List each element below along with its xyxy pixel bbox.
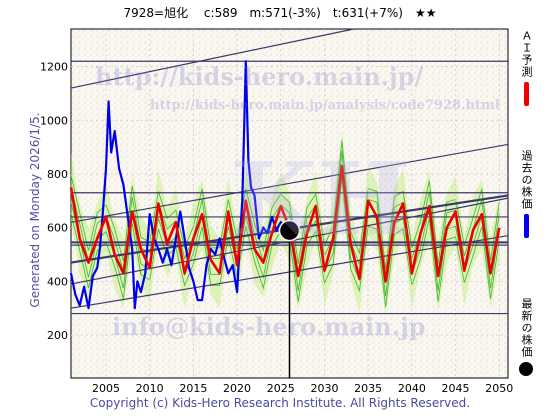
x-tick-label: 2035: [354, 382, 382, 395]
legend-label: ＡＩ予測: [520, 30, 533, 78]
generated-date: Generated on Monday 2026/1/5.: [28, 112, 42, 308]
x-tick-label: 2050: [485, 382, 513, 395]
legend-past-price: 過去の株価: [513, 150, 539, 238]
x-tick-label: 2020: [223, 382, 251, 395]
chart-title: 7928=旭化 c:589 m:571(-3%) t:631(+7%) ★★: [123, 6, 437, 20]
past-price-line: [69, 60, 287, 310]
y-tick-label: 1200: [40, 61, 68, 74]
y-tick-label: 400: [47, 275, 68, 288]
y-tick-label: 600: [47, 222, 68, 235]
watermark-logo: KH: [230, 140, 412, 258]
x-tick-label: 2005: [92, 382, 120, 395]
legend-swatch-red: [523, 82, 529, 106]
watermark-email: info@kids-hero.main.jp: [112, 312, 426, 341]
watermark-url: http://kids-hero.main.jp/: [95, 62, 424, 91]
legend-ai-forecast: ＡＩ予測: [513, 30, 539, 106]
forecast-band-line-4: [70, 140, 500, 270]
x-tick-label: 2015: [179, 382, 207, 395]
trend-line-1: [70, 28, 354, 89]
x-tick-label: 2030: [310, 382, 338, 395]
latest-price-dot: [278, 219, 301, 242]
series: [69, 60, 501, 310]
legend-label: 過去の株価: [520, 150, 533, 210]
y-tick-label: 1000: [40, 114, 68, 127]
latest-marker: [278, 219, 301, 378]
gridlines: [71, 29, 508, 378]
copyright: Copyright (c) Kids-Hero Research Institu…: [89, 396, 471, 410]
y-tick-label: 200: [47, 329, 68, 342]
legend-swatch-blue: [523, 214, 529, 238]
legend-dot-icon: [519, 362, 533, 376]
x-tick-label: 2025: [267, 382, 295, 395]
axis-ticks: 2005 2010 2015 2020 2025 2030 2035 2040 2045 2050…: [40, 61, 513, 395]
x-tick-label: 2040: [398, 382, 426, 395]
x-tick-label: 2010: [136, 382, 164, 395]
legend-latest-price: 最新の株価: [513, 298, 539, 376]
y-tick-label: 800: [47, 168, 68, 181]
ai-forecast-line: [69, 164, 501, 283]
trend-line-2: [70, 143, 509, 223]
x-tick-label: 2045: [442, 382, 470, 395]
legend-label: 最新の株価: [520, 298, 533, 358]
forecast-band-line-3: [70, 151, 500, 281]
watermark-analysis-url: http://kids-hero.main.jp/analysis/code79…: [150, 98, 500, 113]
